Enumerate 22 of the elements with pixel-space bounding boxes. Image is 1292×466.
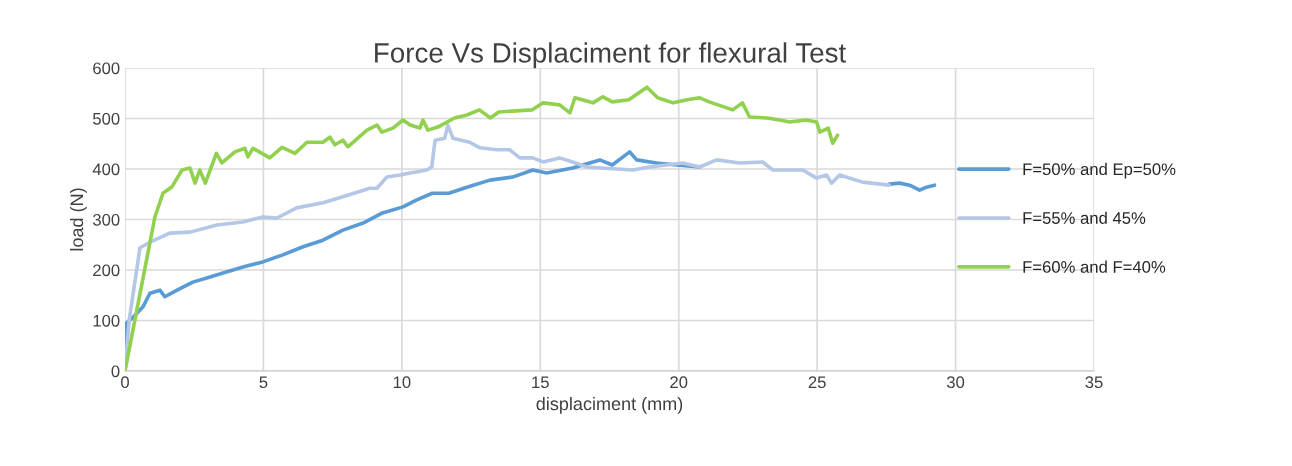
legend-label: F=50% and Ep=50% — [1023, 162, 1176, 179]
y-axis-title: load (N) — [69, 188, 87, 251]
legend-label: F=60% and F=40% — [1023, 260, 1166, 273]
x-axis-title: displaciment (mm) — [536, 396, 683, 414]
x-tick-label: 20 — [670, 376, 688, 389]
line-series — [125, 85, 840, 371]
y-tick-label: 600 — [93, 62, 120, 75]
x-tick-label: 25 — [808, 376, 826, 389]
y-tick-label: 300 — [92, 213, 120, 226]
x-tick-label: 5 — [259, 376, 268, 389]
x-tick-label: 0 — [121, 376, 129, 389]
x-tick-label: 15 — [532, 376, 549, 389]
x-tick-label: 35 — [1085, 376, 1103, 389]
chart-title: Force Vs Displaciment for flexural Test — [375, 42, 847, 69]
y-tick-label: 0 — [111, 365, 120, 378]
x-tick-label: 30 — [946, 376, 965, 389]
y-tick-label: 500 — [93, 112, 120, 125]
y-tick-label: 200 — [93, 264, 120, 277]
x-tick-label: 10 — [393, 376, 411, 389]
y-tick-label: 400 — [92, 163, 120, 176]
y-tick-label: 100 — [93, 314, 120, 327]
legend-label: F=55% and 45% — [1023, 211, 1146, 224]
